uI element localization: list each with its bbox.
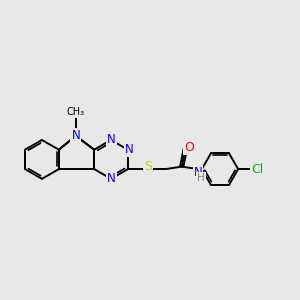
Text: N: N [125, 143, 134, 156]
Text: N: N [107, 172, 116, 185]
Text: O: O [184, 141, 194, 154]
Text: Cl: Cl [251, 163, 264, 176]
Text: N: N [107, 134, 116, 146]
Text: CH₃: CH₃ [67, 107, 85, 117]
Text: H: H [197, 173, 204, 183]
Text: N: N [194, 167, 203, 179]
Text: S: S [144, 160, 152, 173]
Text: N: N [71, 129, 80, 142]
